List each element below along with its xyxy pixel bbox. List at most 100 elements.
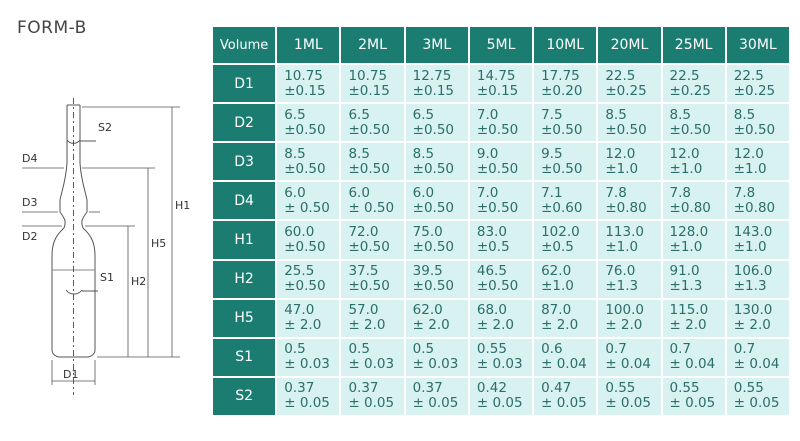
nominal-value: 37.5 bbox=[348, 263, 379, 280]
nominal-value: 62.0 bbox=[412, 302, 443, 319]
tolerance-value: ±0.25 bbox=[733, 82, 776, 99]
table-cell: 76.0 ±1.3 bbox=[596, 258, 663, 300]
tolerance-value: ±0.50 bbox=[476, 121, 519, 138]
col-header: 25ML bbox=[660, 25, 727, 65]
tolerance-value: ±0.50 bbox=[284, 121, 326, 138]
table-cell: 0.5 ± 0.03 bbox=[339, 336, 406, 378]
tolerance-value: ± 2.0 bbox=[541, 317, 579, 334]
nominal-value: 6.5 bbox=[412, 106, 435, 123]
table-cell: 25.5 ±0.50 bbox=[275, 258, 342, 300]
ampoule-neck bbox=[59, 162, 88, 229]
nominal-value: 14.75 bbox=[476, 67, 516, 84]
row-header: H1 bbox=[210, 219, 278, 261]
table-cell: 7.8 ±0.80 bbox=[596, 180, 663, 222]
tolerance-value: ± 0.04 bbox=[541, 356, 587, 373]
nominal-value: 0.55 bbox=[476, 341, 507, 358]
nominal-value: 57.0 bbox=[348, 302, 379, 319]
nominal-value: 62.0 bbox=[541, 263, 572, 280]
s1-detail bbox=[65, 289, 83, 295]
tolerance-value: ±0.80 bbox=[605, 199, 647, 216]
nominal-value: 6.0 bbox=[284, 184, 306, 201]
table-cell: 22.5 ±0.25 bbox=[724, 62, 792, 105]
table-cell: 6.0 ±0.50 bbox=[403, 180, 470, 222]
tolerance-value: ±0.50 bbox=[669, 121, 711, 138]
nominal-value: 7.5 bbox=[541, 106, 563, 123]
nominal-value: 39.5 bbox=[412, 263, 443, 280]
nominal-value: 0.7 bbox=[669, 341, 692, 358]
tolerance-value: ± 2.0 bbox=[669, 317, 707, 334]
table-row: D1 10.75 ±0.15 10.75 ±0.15 12.75 ±0.15 14.75 ±0.… bbox=[210, 62, 792, 105]
table-cell: 0.5 ± 0.03 bbox=[275, 336, 342, 378]
tolerance-value: ± 0.05 bbox=[541, 395, 587, 412]
tolerance-value: ± 2.0 bbox=[348, 317, 386, 334]
nominal-value: 0.47 bbox=[541, 380, 572, 397]
table-row: D4 6.0 ± 0.50 6.0 ± 0.50 6.0 ±0.50 7.0 ±0.50 7.1 ±… bbox=[210, 180, 792, 222]
ampoule-body bbox=[51, 227, 96, 358]
table-row: D2 6.5 ±0.50 6.5 ±0.50 6.5 ±0.50 7.0 ±0.50 7.5 ±0.… bbox=[210, 102, 792, 144]
col-header: 30ML bbox=[724, 25, 792, 65]
table-cell: 14.75 ±0.15 bbox=[467, 62, 535, 105]
tolerance-value: ± 2.0 bbox=[733, 317, 771, 334]
table-cell: 8.5 ±0.50 bbox=[660, 102, 727, 144]
tolerance-value: ±1.0 bbox=[733, 238, 767, 255]
row-header: D2 bbox=[210, 102, 278, 144]
nominal-value: 0.7 bbox=[733, 341, 756, 358]
nominal-value: 0.5 bbox=[348, 341, 370, 358]
label-d4: D4 bbox=[22, 152, 37, 165]
nominal-value: 12.0 bbox=[605, 145, 636, 162]
tolerance-value: ±1.0 bbox=[605, 238, 639, 255]
label-d3: D3 bbox=[22, 196, 37, 209]
table-cell: 7.0 ±0.50 bbox=[467, 102, 535, 144]
nominal-value: 8.5 bbox=[284, 145, 306, 162]
table-cell: 7.0 ±0.50 bbox=[467, 180, 535, 222]
table-cell: 0.37 ± 0.05 bbox=[403, 375, 470, 418]
nominal-value: 8.5 bbox=[412, 145, 435, 162]
nominal-value: 0.55 bbox=[669, 380, 700, 397]
label-d1: D1 bbox=[63, 368, 78, 381]
table-cell: 39.5 ±0.50 bbox=[403, 258, 470, 300]
nominal-value: 22.5 bbox=[669, 67, 700, 84]
tolerance-value: ±0.50 bbox=[348, 121, 390, 138]
nominal-value: 6.0 bbox=[348, 184, 370, 201]
corner-volume: Volume bbox=[210, 25, 278, 65]
tolerance-value: ±0.50 bbox=[541, 121, 583, 138]
table-cell: 6.5 ±0.50 bbox=[403, 102, 470, 144]
tolerance-value: ±0.25 bbox=[605, 82, 647, 99]
table-cell: 106.0 ±1.3 bbox=[724, 258, 792, 300]
table-cell: 57.0 ± 2.0 bbox=[339, 297, 406, 339]
nominal-value: 8.5 bbox=[733, 106, 756, 123]
ampoule-diagram: S2 D4 D3 D2 S1 H2 H5 H1 D1 bbox=[22, 98, 190, 395]
table-cell: 6.0 ± 0.50 bbox=[339, 180, 406, 222]
table-cell: 91.0 ±1.3 bbox=[660, 258, 727, 300]
nominal-value: 0.7 bbox=[605, 341, 627, 358]
tolerance-value: ±0.50 bbox=[476, 160, 519, 177]
nominal-value: 0.37 bbox=[412, 380, 443, 397]
spec-table: Volume 1ML 2ML 3ML 5ML 10ML 20ML 25ML 30… bbox=[210, 25, 792, 418]
tolerance-value: ±0.80 bbox=[669, 199, 711, 216]
nominal-value: 46.5 bbox=[476, 263, 507, 280]
tolerance-value: ±0.15 bbox=[476, 82, 519, 99]
tolerance-value: ±1.0 bbox=[733, 160, 767, 177]
table-cell: 115.0 ± 2.0 bbox=[660, 297, 727, 339]
tolerance-value: ±0.50 bbox=[348, 238, 390, 255]
tolerance-value: ±0.50 bbox=[284, 160, 326, 177]
nominal-value: 7.0 bbox=[476, 106, 499, 123]
table-cell: 0.47 ± 0.05 bbox=[532, 375, 599, 418]
tolerance-value: ± 0.05 bbox=[669, 395, 716, 412]
table-cell: 62.0 ± 2.0 bbox=[403, 297, 470, 339]
tolerance-value: ±0.50 bbox=[412, 121, 455, 138]
row-header: H2 bbox=[210, 258, 278, 300]
nominal-value: 0.5 bbox=[284, 341, 306, 358]
ampoule-stem bbox=[66, 104, 81, 163]
table-cell: 37.5 ±0.50 bbox=[339, 258, 406, 300]
tolerance-value: ± 2.0 bbox=[412, 317, 450, 334]
tolerance-value: ± 0.03 bbox=[348, 356, 395, 373]
nominal-value: 6.0 bbox=[412, 184, 435, 201]
nominal-value: 100.0 bbox=[605, 302, 644, 319]
tolerance-value: ± 0.04 bbox=[733, 356, 780, 373]
tolerance-value: ±0.50 bbox=[412, 238, 455, 255]
nominal-value: 6.5 bbox=[284, 106, 306, 123]
label-s1: S1 bbox=[100, 271, 114, 284]
tolerance-value: ± 0.03 bbox=[476, 356, 523, 373]
table-row: D3 8.5 ±0.50 8.5 ±0.50 8.5 ±0.50 9.0 ±0.50 9.5 ±0.… bbox=[210, 141, 792, 183]
